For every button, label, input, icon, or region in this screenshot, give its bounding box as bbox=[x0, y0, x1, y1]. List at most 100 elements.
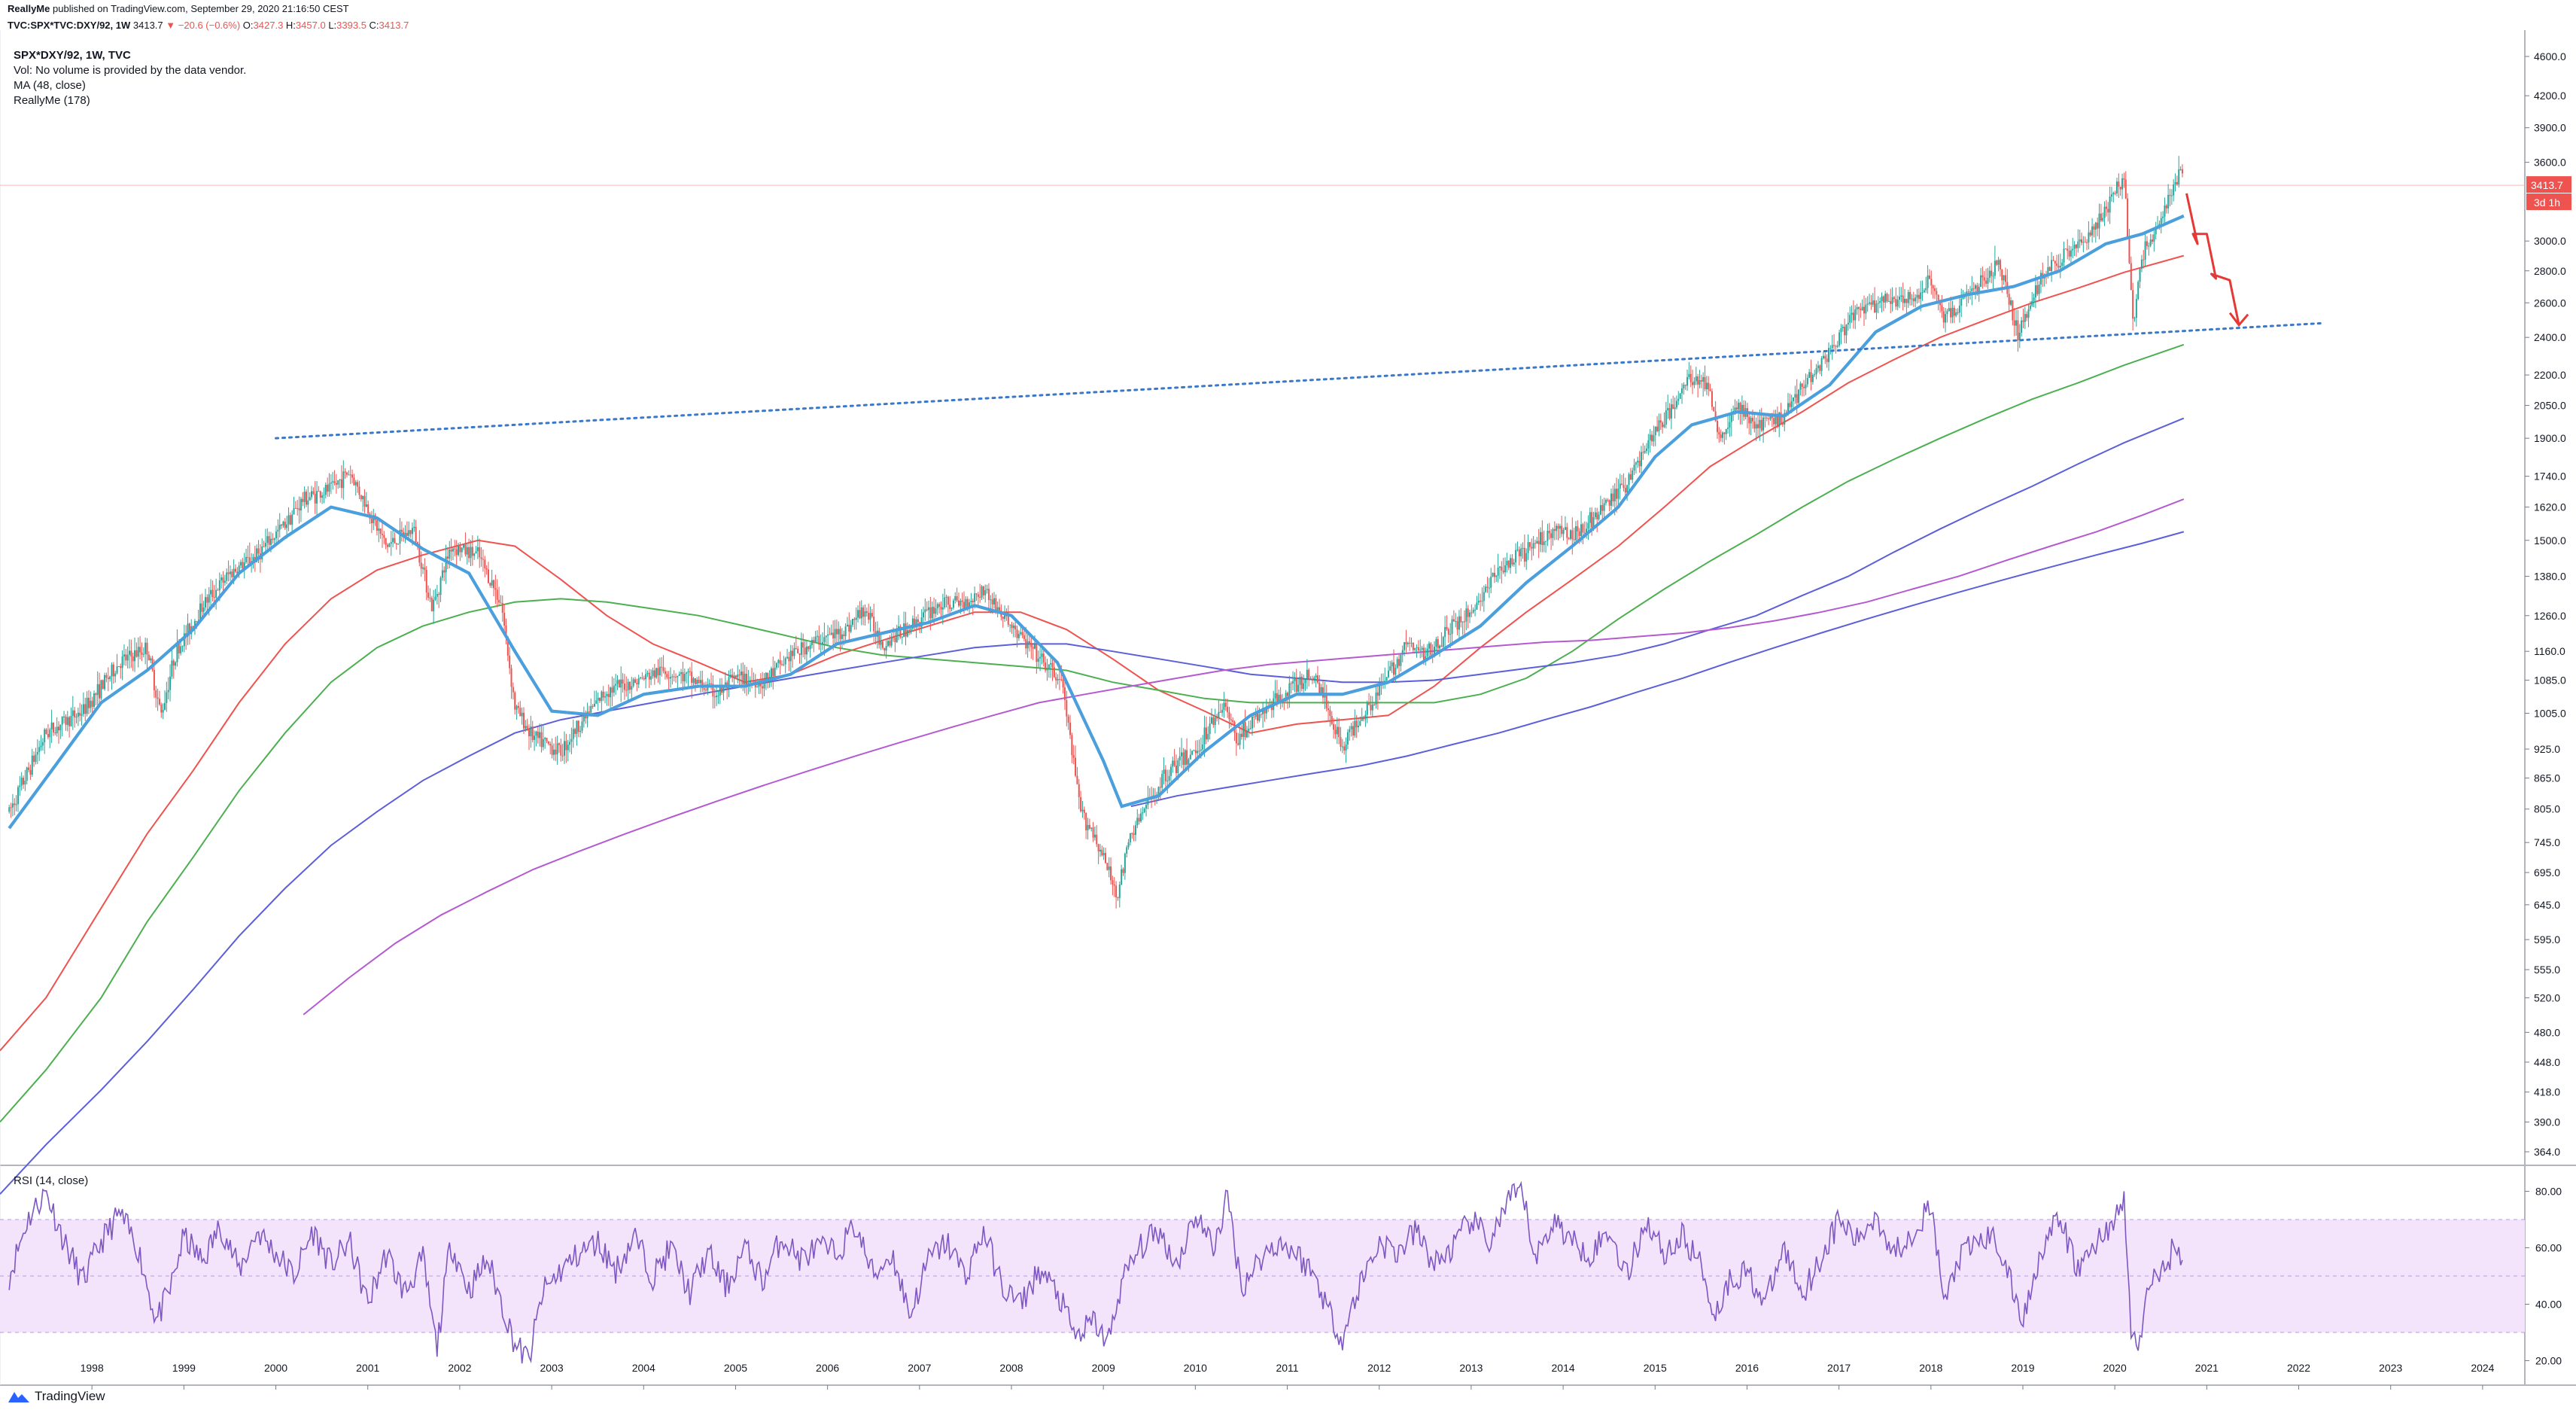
candle-body bbox=[703, 688, 705, 690]
tradingview-logo-icon[interactable] bbox=[8, 1390, 30, 1403]
candle-body bbox=[1078, 784, 1080, 797]
candle-body bbox=[1463, 621, 1465, 623]
candle-body bbox=[319, 491, 321, 498]
candle-body bbox=[1232, 720, 1234, 723]
candle-body bbox=[1308, 669, 1310, 681]
candle-body bbox=[1875, 303, 1878, 313]
legend-indicator[interactable]: ReallyMe (178) bbox=[14, 94, 90, 107]
symbol-text[interactable]: TVC:SPX*TVC:DXY/92, 1W bbox=[8, 20, 131, 31]
candle-body bbox=[146, 642, 148, 655]
candle-body bbox=[1960, 298, 1963, 306]
candle-body bbox=[1886, 294, 1888, 302]
candle-body bbox=[859, 610, 861, 619]
candle-body bbox=[1626, 485, 1629, 493]
candle-body bbox=[1034, 644, 1036, 649]
candle-body bbox=[2098, 213, 2100, 229]
candle-body bbox=[1172, 760, 1174, 767]
candle-body bbox=[1912, 298, 1915, 302]
candle-body bbox=[590, 705, 592, 713]
candle-body bbox=[24, 781, 26, 785]
candle-body bbox=[309, 497, 311, 501]
candle-body bbox=[1904, 298, 1906, 303]
candle-body bbox=[1368, 702, 1370, 705]
candle-body bbox=[1115, 885, 1118, 898]
candle-body bbox=[2105, 206, 2107, 209]
candle-body bbox=[1214, 717, 1216, 725]
candle-body bbox=[2137, 282, 2140, 300]
candle-body bbox=[1955, 312, 1957, 316]
candle-body bbox=[807, 646, 810, 650]
candle-body bbox=[768, 677, 771, 678]
candle-body bbox=[14, 803, 16, 805]
candle-body bbox=[1014, 625, 1017, 630]
candle-body bbox=[1188, 759, 1190, 765]
legend-ma[interactable]: MA (48, close) bbox=[14, 79, 86, 92]
candle-body bbox=[1884, 294, 1887, 303]
candle-body bbox=[503, 613, 506, 626]
candle-body bbox=[1513, 562, 1515, 565]
candle-body bbox=[552, 749, 555, 755]
candle-body bbox=[449, 550, 451, 559]
candle-body bbox=[181, 646, 184, 647]
candle-body bbox=[229, 571, 231, 574]
candle-body bbox=[1257, 713, 1259, 721]
candle-body bbox=[1244, 722, 1246, 738]
candle-body bbox=[1718, 431, 1720, 435]
candle-body bbox=[991, 599, 993, 604]
candle-body bbox=[427, 592, 430, 598]
candle-body bbox=[956, 595, 958, 601]
candle-body bbox=[289, 515, 291, 525]
candle-body bbox=[1787, 403, 1789, 414]
candle-body bbox=[1016, 629, 1018, 638]
x-tick-label: 2015 bbox=[1644, 1362, 1667, 1374]
candle-body bbox=[1292, 681, 1294, 684]
legend-title[interactable]: SPX*DXY/92, 1W, TVC bbox=[14, 49, 131, 62]
candle-body bbox=[1394, 668, 1397, 675]
candle-body bbox=[701, 680, 704, 689]
candle-body bbox=[162, 709, 164, 713]
candle-body bbox=[1711, 391, 1713, 407]
candle-body bbox=[1048, 664, 1050, 670]
candle-body bbox=[990, 599, 992, 601]
candle-body bbox=[556, 743, 558, 755]
candle-body bbox=[1306, 669, 1308, 679]
candle-body bbox=[17, 787, 19, 805]
candle-body bbox=[2008, 294, 2010, 305]
candle-body bbox=[1081, 809, 1084, 812]
candle-body bbox=[1168, 775, 1170, 781]
candle-body bbox=[804, 647, 806, 655]
candle-body bbox=[96, 684, 99, 696]
candle-body bbox=[1911, 298, 1913, 300]
candle-body bbox=[770, 668, 772, 678]
candle-body bbox=[1621, 483, 1623, 486]
candle-body bbox=[1583, 532, 1586, 534]
candle-body bbox=[470, 547, 472, 559]
candle-body bbox=[2012, 300, 2014, 321]
candle-body bbox=[922, 612, 924, 618]
candle-body bbox=[2164, 205, 2166, 217]
candle-body bbox=[1860, 309, 1862, 310]
candle-body bbox=[1465, 608, 1467, 622]
candle-body bbox=[1604, 499, 1607, 504]
legend-vol[interactable]: Vol: No volume is provided by the data v… bbox=[14, 64, 247, 77]
candle-body bbox=[1801, 383, 1803, 387]
candle-body bbox=[534, 735, 536, 740]
candle-body bbox=[466, 547, 468, 555]
candle-body bbox=[537, 731, 539, 738]
candle-body bbox=[1108, 866, 1110, 870]
rsi-title[interactable]: RSI (14, close) bbox=[14, 1174, 89, 1187]
candle-body bbox=[908, 629, 911, 632]
candle-body bbox=[287, 515, 290, 525]
publisher-name[interactable]: ReallyMe bbox=[8, 3, 50, 14]
candle-body bbox=[1653, 435, 1655, 442]
candle-body bbox=[1948, 308, 1950, 312]
candle-body bbox=[1161, 774, 1163, 788]
candle-body bbox=[1720, 434, 1722, 438]
candle-body bbox=[841, 634, 843, 639]
footer-brand[interactable]: TradingView bbox=[35, 1389, 105, 1403]
candle-body bbox=[328, 483, 330, 492]
candle-body bbox=[54, 732, 56, 734]
candle-body bbox=[1248, 728, 1250, 732]
candle-body bbox=[1677, 398, 1680, 401]
